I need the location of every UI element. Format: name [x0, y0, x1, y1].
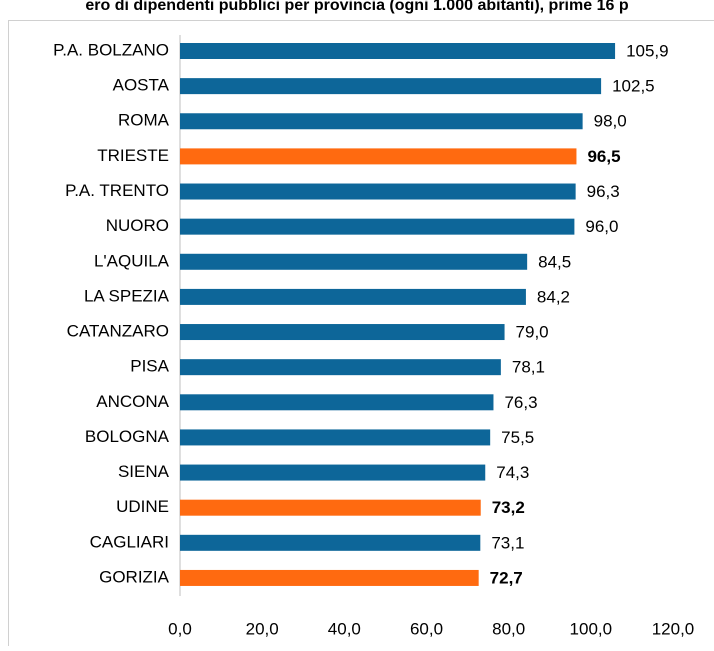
value-label: 73,2 — [492, 498, 525, 517]
value-label: 98,0 — [594, 112, 627, 131]
x-tick-label: 80,0 — [492, 619, 525, 638]
x-tick-label: 20,0 — [246, 619, 279, 638]
y-tick-label: NUORO — [106, 216, 169, 235]
value-label: 105,9 — [626, 41, 669, 60]
y-tick-label: SIENA — [118, 462, 170, 481]
value-label: 72,7 — [490, 568, 523, 587]
x-tick-label: 60,0 — [410, 619, 443, 638]
y-tick-label: PISA — [130, 357, 169, 376]
bar — [180, 500, 481, 516]
y-tick-label: TRIESTE — [97, 146, 169, 165]
y-tick-label: CAGLIARI — [90, 532, 169, 551]
bar — [180, 219, 574, 235]
x-tick-label: 100,0 — [570, 619, 613, 638]
value-label: 73,1 — [491, 533, 524, 552]
bar — [180, 324, 505, 340]
value-label: 78,1 — [512, 358, 545, 377]
bar — [180, 535, 480, 551]
y-tick-label: ROMA — [118, 111, 170, 130]
value-label: 84,2 — [537, 287, 570, 306]
y-tick-label: ANCONA — [96, 392, 169, 411]
bar — [180, 148, 576, 164]
bar — [180, 359, 501, 375]
y-tick-label: AOSTA — [113, 76, 170, 95]
bar — [180, 113, 583, 129]
bar — [180, 43, 615, 59]
value-label: 96,3 — [587, 182, 620, 201]
y-tick-label: LA SPEZIA — [84, 286, 170, 305]
x-tick-label: 120,0 — [652, 619, 695, 638]
value-label: 75,5 — [501, 428, 534, 447]
value-label: 76,3 — [504, 393, 537, 412]
y-tick-label: CATANZARO — [67, 322, 169, 341]
bar — [180, 394, 493, 410]
bar — [180, 289, 526, 305]
value-label: 84,5 — [538, 252, 571, 271]
y-tick-label: P.A. TRENTO — [65, 181, 169, 200]
y-tick-label: GORIZIA — [99, 567, 170, 586]
bar — [180, 184, 576, 200]
bar — [180, 429, 490, 445]
value-label: 96,0 — [585, 217, 618, 236]
value-label: 102,5 — [612, 77, 655, 96]
y-tick-label: L'AQUILA — [94, 251, 170, 270]
value-label: 74,3 — [496, 463, 529, 482]
y-tick-label: P.A. BOLZANO — [53, 40, 169, 59]
value-label: 79,0 — [516, 323, 549, 342]
chart-title: ero di dipendenti pubblici per provincia… — [85, 0, 628, 14]
y-tick-label: BOLOGNA — [85, 427, 170, 446]
bar — [180, 78, 601, 94]
bar — [180, 570, 479, 586]
x-tick-label: 40,0 — [328, 619, 361, 638]
bar — [180, 254, 527, 270]
value-label: 96,5 — [587, 147, 620, 166]
x-tick-label: 0,0 — [168, 619, 192, 638]
bar — [180, 465, 485, 481]
y-tick-label: UDINE — [116, 497, 169, 516]
